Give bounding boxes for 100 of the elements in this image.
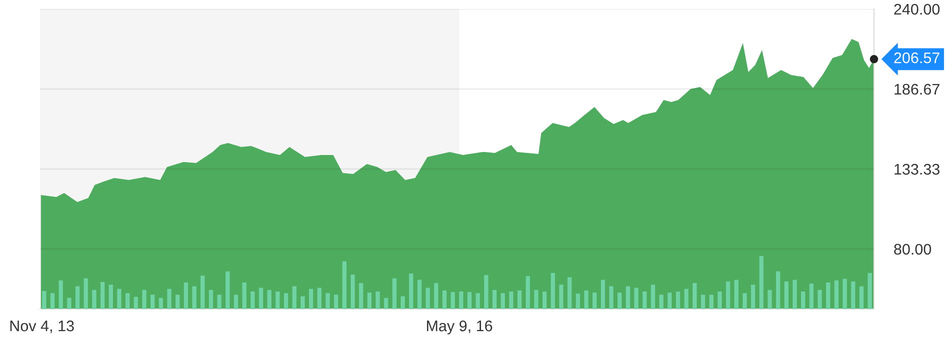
bar	[267, 290, 272, 309]
bar	[317, 288, 322, 309]
bar	[818, 290, 822, 309]
bar	[576, 294, 580, 309]
annotation: 206.57	[894, 52, 940, 64]
bar	[334, 294, 338, 309]
bar	[158, 298, 164, 309]
bar	[50, 293, 55, 309]
bar	[200, 276, 205, 309]
bar	[642, 292, 647, 309]
bar	[192, 286, 196, 309]
bar	[492, 290, 497, 309]
bar	[400, 296, 405, 309]
bar	[276, 292, 280, 309]
x-tick-label: Nov 4, 13	[10, 320, 74, 334]
bar	[226, 271, 230, 309]
bar	[359, 283, 364, 309]
bar	[700, 294, 706, 309]
bar	[384, 298, 388, 309]
bar	[117, 288, 122, 309]
bar	[476, 293, 480, 309]
bar	[234, 294, 238, 309]
bar	[409, 273, 414, 309]
bar	[742, 293, 747, 309]
bar	[634, 288, 638, 309]
bar	[517, 290, 522, 309]
bar	[208, 290, 214, 309]
bar	[176, 294, 180, 309]
bar	[467, 292, 472, 309]
bar	[584, 290, 588, 309]
bar	[300, 296, 305, 309]
bar	[75, 286, 80, 309]
bar	[592, 292, 597, 309]
bar	[734, 280, 738, 309]
bar	[250, 292, 255, 309]
bar	[842, 278, 847, 309]
bar	[58, 280, 63, 309]
bar	[726, 281, 730, 309]
bar	[692, 283, 697, 309]
bar	[509, 292, 514, 309]
bar	[609, 286, 614, 309]
bar	[217, 294, 222, 309]
bar	[376, 292, 380, 309]
bar	[308, 288, 314, 309]
bar	[134, 296, 138, 309]
bar	[659, 294, 664, 309]
bar	[826, 282, 830, 309]
bar	[150, 294, 155, 309]
bar	[292, 286, 296, 309]
bar	[108, 284, 113, 309]
bar	[600, 280, 606, 309]
bar	[559, 284, 564, 309]
bar	[42, 290, 46, 309]
bar	[868, 272, 872, 309]
bar	[709, 294, 714, 309]
bar	[768, 290, 772, 309]
bar	[718, 292, 722, 309]
bar	[450, 292, 455, 309]
y-tick-label: 240.00	[894, 4, 940, 15]
x-tick-label: May 9, 16	[426, 320, 492, 334]
bar	[851, 281, 856, 309]
bar	[684, 288, 688, 309]
bar	[526, 276, 530, 309]
y-tick-label: 80.00	[894, 244, 932, 255]
bar	[626, 286, 630, 309]
bar	[242, 282, 246, 309]
bar	[801, 292, 806, 309]
bar	[859, 286, 864, 309]
bar	[67, 298, 72, 309]
bar	[367, 292, 372, 309]
y-tick-label: 186.67	[894, 84, 940, 95]
bar	[84, 278, 88, 309]
bar	[417, 280, 422, 309]
bar	[142, 290, 146, 309]
bar	[784, 281, 789, 309]
bar	[650, 284, 656, 309]
bar	[326, 293, 330, 309]
bar	[100, 282, 105, 309]
bar	[258, 288, 264, 309]
bar	[350, 274, 355, 309]
bar	[542, 292, 547, 309]
bar	[459, 292, 464, 309]
bar	[342, 261, 346, 309]
bar	[184, 282, 188, 309]
bar	[484, 275, 488, 309]
bar	[550, 272, 555, 309]
bar	[676, 292, 680, 309]
bar	[776, 271, 780, 309]
y-tick-label: 133.33	[894, 164, 940, 175]
bar	[618, 292, 622, 309]
bar	[442, 290, 447, 309]
bar	[434, 283, 438, 309]
bar	[834, 280, 839, 309]
bar	[167, 288, 172, 309]
bar	[759, 256, 764, 309]
bar	[750, 284, 756, 309]
bar	[809, 284, 814, 309]
bar	[568, 277, 572, 309]
bar	[125, 293, 130, 309]
bar	[284, 293, 288, 309]
